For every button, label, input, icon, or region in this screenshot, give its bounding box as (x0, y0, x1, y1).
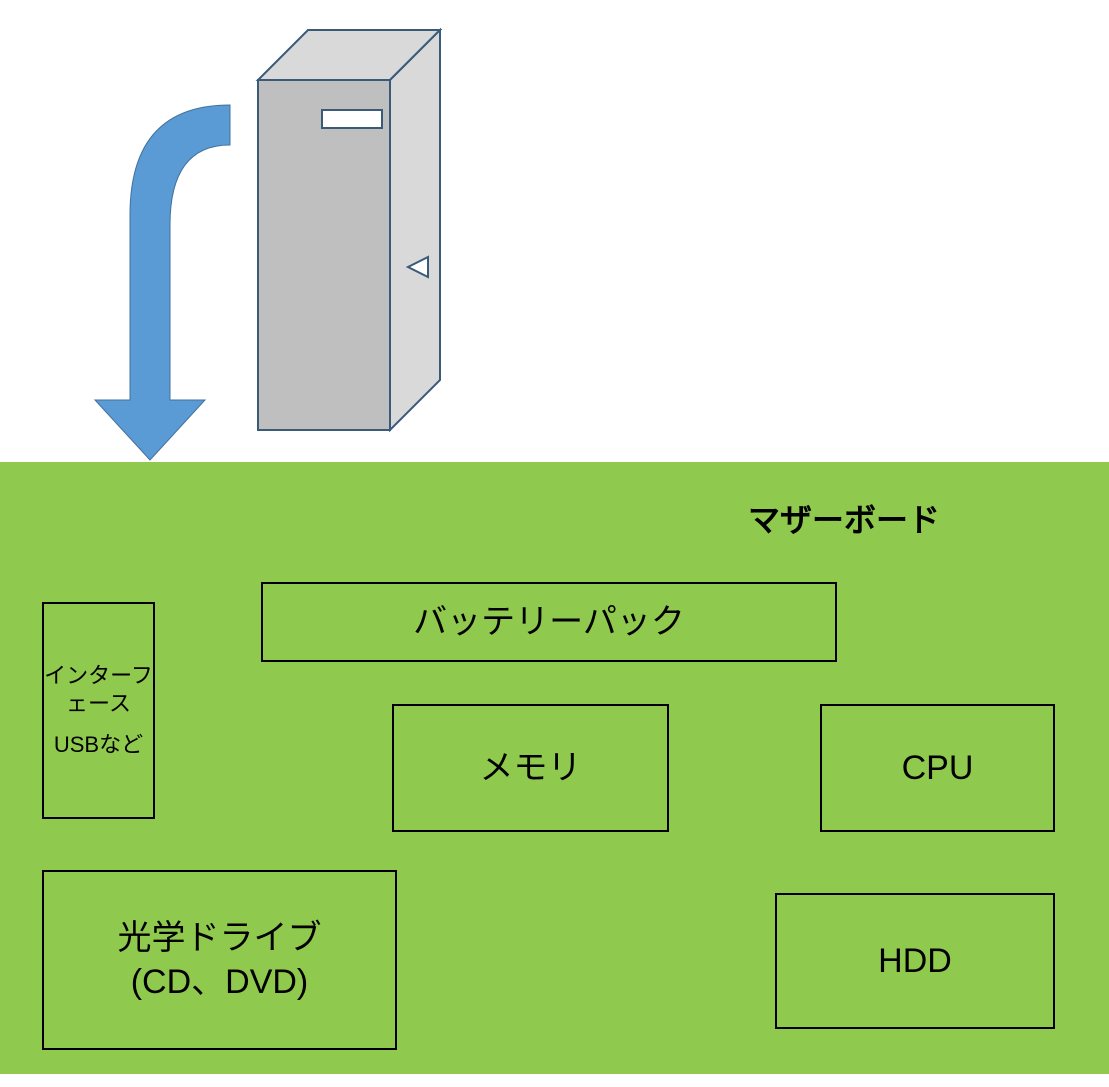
tower-icon (0, 0, 500, 470)
interface-label-1: インターフェース (44, 662, 153, 719)
memory-label: メモリ (480, 746, 582, 790)
diagram-container: マザーボード インターフェース USBなど バッテリーパック メモリ CPU 光… (0, 0, 1109, 1087)
motherboard-title: マザーボード (748, 495, 940, 541)
interface-label-2: USBなど (54, 731, 143, 760)
interface-box: インターフェース USBなど (42, 602, 155, 819)
cpu-label: CPU (902, 746, 974, 790)
tower-side-face (258, 80, 390, 430)
arrow-icon (95, 105, 230, 460)
tower-front-face (390, 30, 440, 430)
hdd-label: HDD (878, 939, 952, 983)
optical-box: 光学ドライブ (CD、DVD) (42, 870, 397, 1050)
optical-label-1: 光学ドライブ (118, 916, 322, 960)
battery-label: バッテリーパック (413, 600, 685, 644)
cpu-box: CPU (820, 704, 1055, 832)
hdd-box: HDD (775, 893, 1055, 1029)
tower-drive-slot (322, 110, 382, 128)
battery-box: バッテリーパック (261, 582, 837, 662)
optical-label-2: (CD、DVD) (131, 960, 309, 1004)
memory-box: メモリ (392, 704, 669, 832)
